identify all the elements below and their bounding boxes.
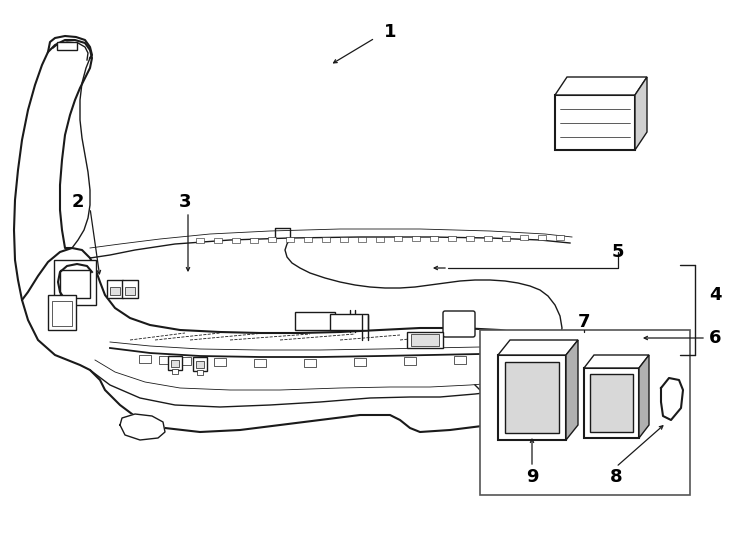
Bar <box>54 260 96 305</box>
Polygon shape <box>566 340 578 440</box>
Bar <box>286 237 294 242</box>
Bar <box>57 42 77 50</box>
Bar <box>172 369 178 374</box>
Bar <box>358 237 366 242</box>
Bar <box>404 357 416 365</box>
Bar <box>494 354 506 362</box>
Bar <box>214 358 226 366</box>
Bar <box>196 361 204 368</box>
Text: 2: 2 <box>72 193 84 211</box>
Text: 9: 9 <box>526 468 538 486</box>
Polygon shape <box>555 77 647 95</box>
Bar <box>125 287 135 295</box>
Text: 1: 1 <box>384 23 396 41</box>
Bar <box>484 235 492 241</box>
Bar <box>430 236 438 241</box>
Bar <box>179 357 191 365</box>
Bar <box>232 238 240 242</box>
Polygon shape <box>22 248 572 432</box>
Bar <box>197 370 203 375</box>
Bar <box>122 280 138 298</box>
Bar <box>590 374 633 432</box>
Bar <box>139 355 151 363</box>
Bar <box>171 360 179 367</box>
Bar <box>107 280 123 298</box>
Bar <box>520 235 528 240</box>
Bar <box>304 359 316 367</box>
FancyBboxPatch shape <box>443 311 475 337</box>
Polygon shape <box>584 355 649 368</box>
Polygon shape <box>661 378 683 420</box>
Text: 8: 8 <box>610 468 622 486</box>
Bar <box>295 312 335 330</box>
Bar <box>193 357 207 371</box>
Polygon shape <box>635 77 647 150</box>
Polygon shape <box>120 414 165 440</box>
Polygon shape <box>498 340 578 355</box>
Text: 5: 5 <box>611 243 624 261</box>
Bar <box>454 356 466 364</box>
Bar <box>555 95 635 150</box>
Bar <box>412 237 420 241</box>
Polygon shape <box>14 40 92 300</box>
Bar <box>407 332 443 348</box>
Bar <box>354 358 366 366</box>
Bar <box>480 330 690 495</box>
Bar <box>330 314 368 330</box>
Bar <box>159 356 171 364</box>
Bar <box>168 356 182 370</box>
Bar <box>52 301 72 326</box>
Bar <box>411 334 439 346</box>
Polygon shape <box>490 393 514 412</box>
Bar <box>394 237 402 241</box>
Bar <box>466 236 474 241</box>
Bar <box>304 237 312 242</box>
Bar <box>48 295 76 330</box>
Bar <box>538 235 546 240</box>
Bar <box>340 237 348 242</box>
Text: 4: 4 <box>709 286 722 304</box>
Bar <box>556 235 564 240</box>
Bar <box>376 237 384 241</box>
Bar <box>505 385 525 397</box>
Text: 6: 6 <box>709 329 722 347</box>
Polygon shape <box>639 355 649 438</box>
Bar <box>322 237 330 242</box>
Bar <box>214 238 222 243</box>
Bar <box>110 287 120 295</box>
Bar <box>196 238 204 243</box>
Bar <box>498 355 566 440</box>
Text: 3: 3 <box>179 193 192 211</box>
Bar <box>500 382 530 400</box>
Bar <box>502 235 510 240</box>
Bar <box>584 368 639 438</box>
Bar <box>250 238 258 242</box>
Bar <box>60 270 90 298</box>
Text: 7: 7 <box>578 313 590 331</box>
Bar <box>448 236 456 241</box>
Bar <box>254 359 266 367</box>
Bar <box>268 238 276 242</box>
Bar <box>505 362 559 433</box>
